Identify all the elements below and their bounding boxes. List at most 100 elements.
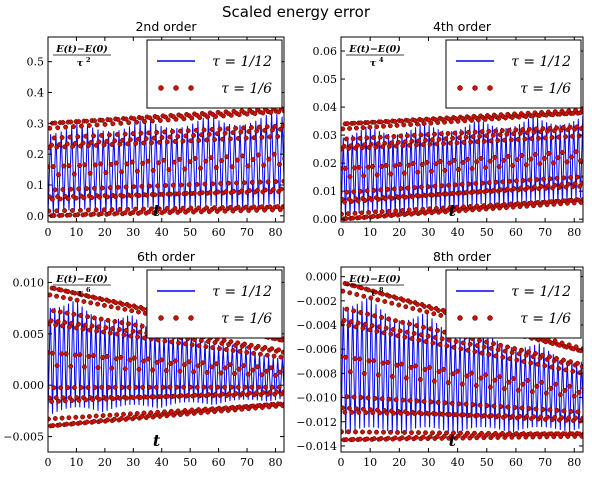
data-point xyxy=(52,187,58,193)
data-point xyxy=(54,208,60,214)
data-point xyxy=(284,109,288,113)
data-point xyxy=(511,131,517,137)
data-point xyxy=(237,348,243,354)
data-point xyxy=(159,357,165,363)
data-point xyxy=(99,384,105,390)
data-point xyxy=(172,139,178,144)
data-point xyxy=(559,340,565,346)
data-point xyxy=(139,115,145,121)
inset-denominator: τ xyxy=(370,58,377,69)
data-point xyxy=(477,133,483,139)
data-point xyxy=(359,210,365,216)
data-point xyxy=(389,195,395,201)
x-tick-label: 80 xyxy=(567,226,581,239)
data-point xyxy=(277,161,282,167)
data-point xyxy=(214,131,220,137)
data-point xyxy=(504,186,510,192)
data-point xyxy=(262,127,268,133)
data-point xyxy=(395,429,400,435)
data-point xyxy=(545,183,551,189)
data-point xyxy=(348,143,354,149)
data-point xyxy=(432,335,438,340)
data-point xyxy=(343,437,349,443)
data-point xyxy=(282,401,284,406)
data-point xyxy=(586,126,590,130)
data-point xyxy=(242,384,248,390)
data-point xyxy=(245,371,251,377)
data-point xyxy=(357,436,363,442)
data-point xyxy=(507,356,513,362)
data-point xyxy=(386,396,392,402)
data-point xyxy=(524,130,530,136)
data-point xyxy=(374,328,380,334)
data-point xyxy=(479,129,485,135)
data-point xyxy=(529,389,535,395)
data-point xyxy=(510,413,516,419)
data-point xyxy=(501,157,507,163)
data-point xyxy=(62,320,68,325)
data-point xyxy=(121,332,127,338)
data-point xyxy=(533,351,538,356)
data-point xyxy=(246,129,252,134)
data-point xyxy=(99,185,105,191)
data-point xyxy=(550,160,556,166)
data-point xyxy=(386,316,392,322)
data-point xyxy=(224,154,230,160)
data-point xyxy=(416,138,422,144)
data-point xyxy=(403,375,409,381)
data-point xyxy=(65,385,71,391)
data-point xyxy=(92,162,98,168)
data-point xyxy=(379,209,385,215)
data-point xyxy=(141,206,146,212)
data-point xyxy=(276,347,282,353)
data-point xyxy=(477,337,482,343)
data-point xyxy=(519,153,525,158)
data-point xyxy=(114,132,120,137)
y-tick-label: 0.03 xyxy=(313,129,338,142)
data-point xyxy=(358,310,364,315)
data-point xyxy=(436,369,442,375)
data-point xyxy=(65,289,71,295)
data-point xyxy=(369,323,375,329)
x-tick-label: 20 xyxy=(392,226,406,239)
data-point xyxy=(364,436,370,442)
data-point xyxy=(478,375,484,381)
data-point xyxy=(553,381,559,387)
data-point xyxy=(402,430,407,435)
data-point xyxy=(280,204,284,210)
data-point xyxy=(117,141,123,147)
data-point xyxy=(350,136,356,142)
data-point xyxy=(439,336,445,342)
data-point xyxy=(157,118,163,123)
data-point xyxy=(212,391,218,397)
data-point xyxy=(554,355,559,361)
data-point xyxy=(489,413,495,419)
data-point xyxy=(96,324,102,330)
data-point xyxy=(126,384,132,390)
data-point xyxy=(568,408,574,414)
data-point xyxy=(209,364,215,370)
data-point xyxy=(533,406,539,412)
data-point xyxy=(91,353,96,359)
data-point xyxy=(426,411,432,417)
data-point xyxy=(177,368,183,374)
legend-dot-swatch xyxy=(188,315,194,321)
data-point xyxy=(278,186,284,192)
data-point xyxy=(549,364,555,370)
data-point xyxy=(113,194,118,200)
data-point xyxy=(72,352,78,358)
data-point xyxy=(243,135,249,141)
y-tick-label: 0.005 xyxy=(13,328,45,341)
data-point xyxy=(420,206,426,212)
data-point xyxy=(515,136,521,142)
data-point xyxy=(240,153,246,159)
data-point xyxy=(241,363,247,369)
data-point xyxy=(427,365,433,371)
data-point xyxy=(430,430,435,436)
data-point xyxy=(126,321,131,327)
data-point xyxy=(68,186,74,192)
data-point xyxy=(235,384,241,390)
data-point xyxy=(251,204,257,210)
data-point xyxy=(175,134,181,139)
data-point xyxy=(156,139,162,145)
